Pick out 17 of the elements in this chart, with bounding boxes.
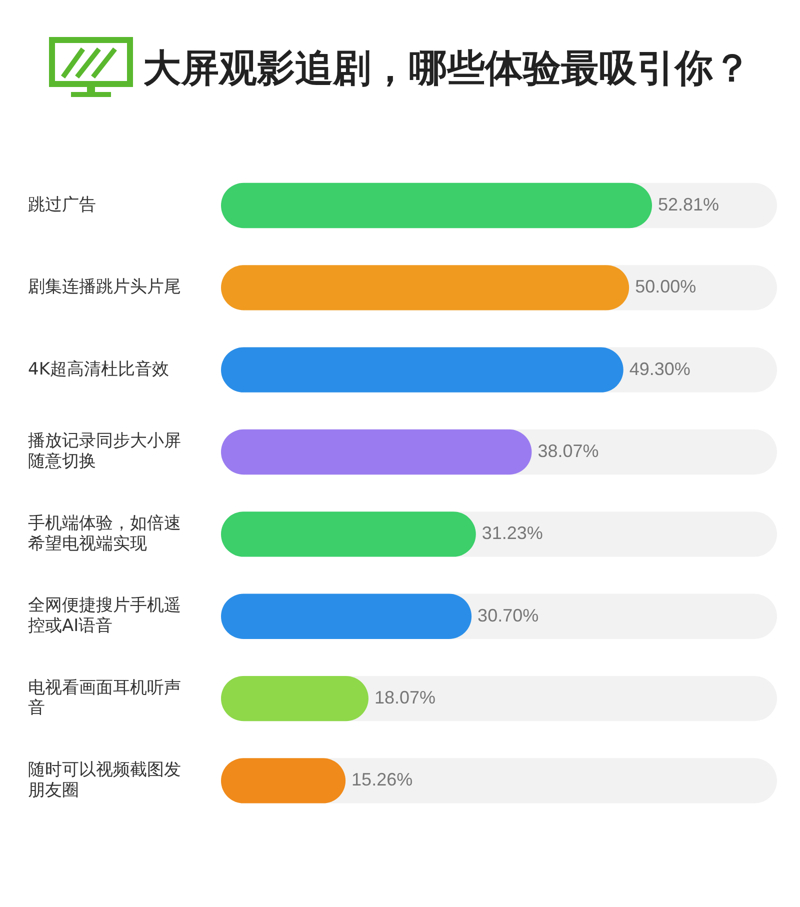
data-label: 18.07% (374, 688, 436, 708)
chart-title: 大屏观影追剧，哪些体验最吸引你？ (143, 44, 751, 92)
y-tick-label: 播放记录同步大小屏随意切换 (28, 431, 181, 472)
y-tick-label: 跳过广告 (28, 194, 96, 215)
data-label: 31.23% (482, 523, 543, 544)
y-tick-label: 剧集连播跳片头片尾 (28, 277, 181, 298)
data-label: 52.81% (658, 194, 720, 214)
y-tick-label: 电视看画面耳机听声音 (28, 678, 181, 718)
data-label: 15.26% (352, 770, 413, 790)
data-label: 49.30% (629, 358, 690, 379)
data-label: 50.00% (635, 276, 696, 297)
y-tick-label: 手机端体验，如倍速希望电视端实现 (28, 513, 181, 554)
y-tick-label: 全网便捷搜片手机遥控或AI语音 (28, 596, 181, 636)
data-label: 38.07% (538, 440, 599, 461)
data-label: 30.70% (478, 605, 539, 626)
y-tick-label: 4K超高清杜比音效 (28, 359, 169, 380)
y-tick-label: 随时可以视频截图发朋友圈 (28, 760, 181, 800)
